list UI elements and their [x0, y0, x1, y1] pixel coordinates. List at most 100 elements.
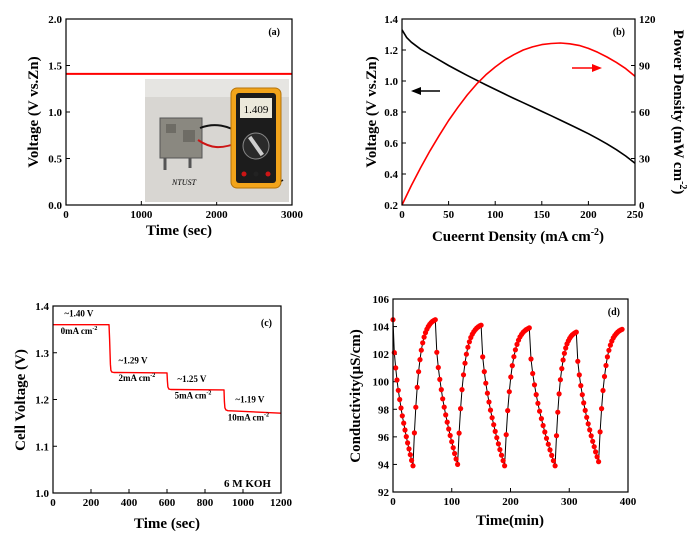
data-point: [538, 416, 545, 422]
x-tick-label-b: 0: [399, 209, 405, 221]
x-tick-label-a: 0: [63, 209, 69, 221]
data-point: [434, 349, 440, 355]
x-tick-label-d: 0: [390, 496, 396, 508]
y-tick-label-c: 1.1: [35, 441, 49, 453]
data-point: [446, 426, 452, 432]
x-tick-label-b: 200: [580, 209, 597, 221]
data-point: [462, 360, 468, 366]
data-point: [406, 446, 412, 452]
panel-c: 0 200 400 600 800 1000 1200 1.0 1.1 1.2 1.3 1.4 ~1.…: [13, 301, 293, 532]
step-annotation: 5mA cm-2: [175, 390, 212, 400]
data-point: [483, 380, 489, 386]
x-tick-label-c: 0: [50, 497, 56, 509]
data-point: [393, 365, 399, 371]
y-tick-label-b: 1.2: [384, 45, 398, 57]
data-point: [465, 344, 471, 350]
y-tick-label-d: 104: [373, 322, 390, 334]
step-annotation: ~1.19 V: [235, 394, 265, 404]
data-point: [590, 438, 596, 444]
data-point: [494, 435, 500, 441]
y-tick-label-d: 102: [373, 349, 390, 361]
data-point: [561, 350, 568, 356]
data-point: [478, 322, 484, 328]
data-point: [491, 422, 497, 428]
y-tick-label-b: 0.8: [384, 107, 398, 119]
data-point: [573, 329, 579, 335]
data-point: [581, 400, 587, 406]
data-point: [594, 454, 600, 460]
left-arrow-icon: [411, 87, 440, 95]
y-tick-label-d: 100: [373, 377, 390, 389]
data-point: [458, 406, 464, 412]
data-point: [505, 408, 511, 414]
panel-label-d: (d): [608, 307, 620, 318]
panel-b: 0 50 100 150 200 250 0.2 0.4 0.6 0.8 1.0 1.2 1.4 0 30 6…: [364, 14, 687, 245]
data-point: [443, 412, 449, 418]
data-point: [394, 377, 400, 383]
data-point: [503, 432, 509, 438]
data-point: [497, 447, 503, 453]
step-annotation: ~1.40 V: [64, 308, 94, 318]
data-point: [579, 392, 585, 398]
data-point: [437, 376, 443, 382]
x-tick-label-b: 50: [443, 209, 455, 221]
data-point: [409, 457, 415, 463]
y2-tick-label-b: 30: [639, 154, 651, 166]
data-point: [537, 408, 543, 414]
x-tick-label-a: 1000: [130, 209, 153, 221]
data-point: [489, 415, 495, 421]
meter-reading: 1.409: [244, 104, 269, 116]
data-point: [405, 440, 411, 446]
data-point: [555, 409, 561, 415]
data-point: [604, 354, 611, 360]
data-point: [495, 441, 501, 447]
data-point: [533, 392, 539, 398]
plot-frame-a: [65, 18, 293, 206]
data-point: [395, 387, 401, 393]
y-tick-label-c: 1.3: [35, 348, 49, 360]
data-point: [575, 358, 581, 364]
data-point: [506, 389, 512, 395]
data-point: [456, 430, 462, 436]
power-density-line: [401, 42, 636, 206]
data-point: [397, 396, 403, 403]
y-tick-label-d: 94: [378, 459, 390, 471]
data-point: [509, 363, 515, 369]
panel-label-c: (c): [261, 318, 272, 329]
data-point: [481, 369, 487, 375]
y-tick-label-d: 92: [378, 487, 390, 499]
data-point: [417, 357, 423, 363]
y-tick-label-a: 1.0: [48, 107, 62, 119]
data-point: [435, 364, 441, 371]
y-tick-label-b: 1.0: [384, 76, 398, 88]
data-point: [563, 345, 569, 351]
data-point: [597, 429, 603, 435]
data-point: [418, 347, 424, 353]
x-tick-label-b: 100: [487, 209, 504, 221]
data-point: [600, 387, 606, 394]
data-point: [438, 387, 444, 393]
data-point: [528, 356, 534, 362]
data-point: [547, 447, 553, 453]
data-point: [492, 428, 498, 434]
step-annotation: ~1.25 V: [177, 374, 207, 384]
data-point: [455, 461, 461, 467]
y-tick-label-c: 1.4: [35, 301, 49, 313]
data-point: [588, 433, 594, 439]
x-tick-label-c: 600: [159, 497, 176, 509]
y2-tick-label-b: 60: [639, 107, 651, 119]
y-axis-label-b: Voltage (V vs.Zn): [364, 56, 380, 167]
data-point: [607, 342, 614, 348]
x-tick-label-c: 1000: [232, 497, 255, 509]
data-point: [407, 452, 413, 458]
data-point: [416, 369, 422, 375]
data-point: [606, 347, 612, 353]
data-point: [601, 373, 608, 380]
data-point: [582, 407, 588, 413]
data-point: [599, 406, 605, 412]
data-point: [480, 354, 486, 360]
data-point: [441, 404, 447, 410]
x-axis-label-a: Time (sec): [146, 223, 212, 239]
data-point: [403, 434, 409, 440]
